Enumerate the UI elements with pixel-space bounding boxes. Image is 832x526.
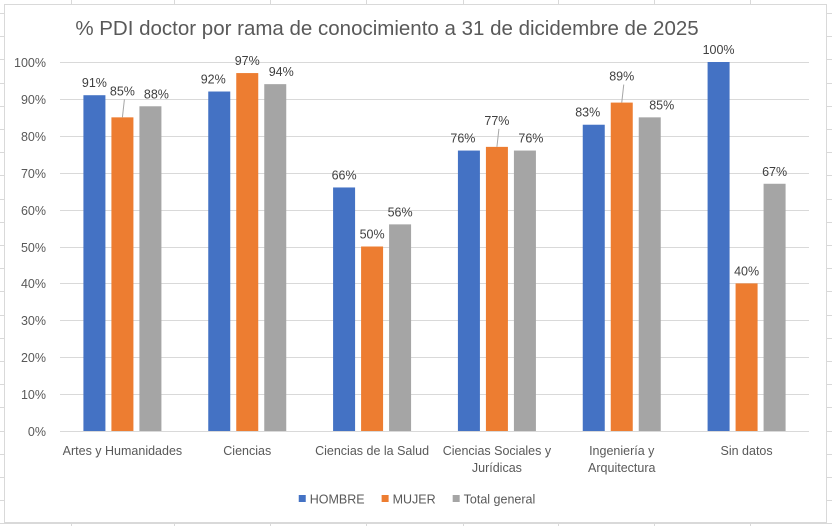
y-tick-label: 10% (21, 388, 46, 402)
leader-line (121, 99, 125, 118)
bar-total-general[interactable] (638, 117, 661, 431)
category-label: Ciencias de la Salud (315, 444, 429, 458)
gridlines (60, 62, 809, 432)
bar-total-general[interactable] (389, 224, 412, 431)
data-label: 85% (110, 84, 135, 98)
category-label: Artes y Humanidades (63, 444, 183, 458)
bar-total-general[interactable] (763, 183, 786, 431)
chart-title: % PDI doctor por rama de conocimiento a … (75, 17, 698, 40)
data-label: 66% (332, 168, 357, 182)
bar-mujer[interactable] (111, 117, 134, 431)
category-label: Ciencias Sociales y (443, 444, 552, 458)
bar-hombre[interactable] (208, 91, 231, 432)
y-tick-label: 30% (21, 314, 46, 328)
category-label: Ingeniería y (589, 444, 655, 458)
bar-hombre[interactable] (333, 187, 356, 431)
bar-hombre[interactable] (582, 124, 605, 431)
bar-mujer[interactable] (735, 283, 758, 431)
legend-item-hombre[interactable]: HOMBRE (298, 493, 365, 507)
bar-total-general[interactable] (513, 150, 536, 431)
bar-mujer[interactable] (485, 146, 508, 431)
data-label: 76% (518, 132, 543, 146)
y-tick-label: 60% (21, 204, 46, 218)
data-label: 50% (360, 228, 385, 242)
bar-mujer[interactable] (236, 73, 259, 431)
data-label: 56% (388, 205, 413, 219)
category-label: Arquitectura (588, 461, 655, 475)
bar-total-general[interactable] (139, 106, 162, 431)
leader-line (621, 84, 625, 103)
bar-mujer[interactable] (610, 102, 633, 431)
data-label: 91% (82, 76, 107, 90)
legend-swatch (452, 495, 460, 502)
bar-hombre[interactable] (707, 62, 730, 431)
bar-mujer[interactable] (361, 246, 384, 432)
legend-label: MUJER (393, 493, 436, 507)
legend-swatch (298, 495, 306, 502)
data-label: 67% (762, 165, 787, 179)
y-tick-label: 80% (21, 130, 46, 144)
data-label: 83% (575, 106, 600, 120)
x-axis-category-labels: Artes y Humanidades Ciencias Ciencias de l… (63, 444, 773, 475)
y-tick-label: 0% (28, 425, 46, 439)
bar-total-general[interactable] (264, 84, 287, 431)
y-tick-label: 50% (21, 241, 46, 255)
legend-item-mujer[interactable]: MUJER (381, 493, 436, 507)
y-tick-label: 100% (14, 56, 46, 70)
category-label: Ciencias (223, 444, 271, 458)
bars (83, 62, 786, 432)
data-label: 40% (734, 264, 759, 278)
data-label: 100% (703, 43, 735, 57)
y-axis-tick-labels: 0% 10% 20% 30% 40% 50% 60% 70% 80% 90% 100% (14, 56, 46, 439)
data-labels: 91%85% 88%92%97%94%66%50%56%76%77%76%83%8… (82, 43, 787, 278)
bar-hombre[interactable] (83, 95, 106, 432)
legend[interactable]: HOMBRE MUJER Total general (298, 493, 536, 507)
leader-line (496, 128, 500, 147)
y-tick-label: 90% (21, 93, 46, 107)
y-tick-label: 40% (21, 277, 46, 291)
legend-item-total-general[interactable]: Total general (452, 493, 536, 507)
data-label: 88% (144, 87, 169, 101)
legend-label: Total general (464, 493, 536, 507)
y-tick-label: 20% (21, 351, 46, 365)
category-label: Jurídicas (472, 461, 522, 475)
data-label: 85% (649, 98, 674, 112)
category-label: Sin datos (721, 444, 773, 458)
data-label: 77% (484, 114, 509, 128)
data-label: 92% (201, 73, 226, 87)
data-label: 89% (609, 70, 634, 84)
bar-hombre[interactable] (457, 150, 480, 431)
y-tick-label: 70% (21, 167, 46, 181)
data-label: 76% (450, 132, 475, 146)
legend-label: HOMBRE (310, 493, 365, 507)
legend-swatch (381, 495, 389, 502)
data-label: 94% (269, 65, 294, 79)
data-label: 97% (235, 54, 260, 68)
